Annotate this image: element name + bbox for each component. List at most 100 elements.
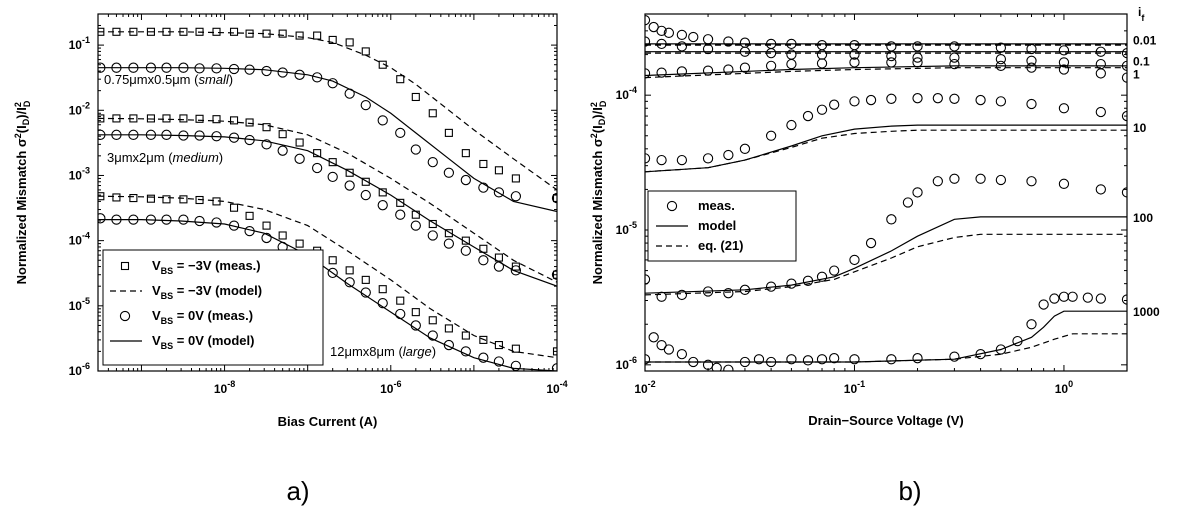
data-point-large-circle [493,356,505,367]
data-point-if-10-circle [912,93,923,104]
data-point-large-square [428,316,437,325]
data-point-if-1-circle [849,57,860,68]
data-point-large-square [511,344,520,353]
data-point-large-circle [261,232,272,244]
data-point-medium-circle [344,180,355,191]
data-point-if-1000-circle [1095,293,1106,304]
data-point-if-1-circle [739,62,751,73]
y-tick-label: 10-3 [69,165,90,182]
data-point-if-0.1-circle [949,52,960,63]
data-point-small-circle [460,174,471,186]
data-point-if-1000-circle [1121,294,1127,305]
data-point-if-10-circle [1121,110,1127,122]
data-point-if-0.1-circle [995,54,1007,65]
data-point-if-100-circle [1058,178,1070,189]
y-axis-label: Normalized Mismatch σ2(ID)/I2D [13,100,32,284]
data-point-medium-square [229,116,239,125]
data-point-small-circle [395,127,406,139]
data-point-medium-square [262,123,271,132]
data-point-if-1000-circle [849,354,860,365]
data-point-if-100-circle [995,174,1007,186]
data-point-if-100-circle [676,289,688,301]
series-group [98,27,557,371]
legend-label: VBS = 0V (meas.) [152,308,253,326]
y-tick-label: 10-4 [69,231,90,248]
data-point-if-1000-circle [786,354,797,365]
data-point-if-0.01-circle [656,25,667,36]
data-point-medium-square [552,270,557,279]
right-axis-label: 0.01 [1133,34,1157,48]
data-point-large-circle [443,339,455,351]
data-point-if-1000-circle [949,351,960,362]
data-point-if-10-circle [1058,103,1070,114]
series-line-small-solid [98,67,557,213]
data-point-if-0.01-circle [886,41,897,52]
data-point-if-0.01-circle [676,29,688,41]
data-point-if-10-circle [739,143,751,154]
data-point-if-0.1-circle [645,36,651,47]
data-point-small-square [313,31,322,40]
data-point-if-100-circle [932,176,943,187]
data-point-large-square [112,193,121,202]
data-point-large-circle [211,217,222,228]
legend-marker-circle [119,310,131,322]
data-point-if-1-circle [1121,72,1127,83]
legend-box [647,190,797,262]
y-axis-label: Normalized Mismatch σ2(ID)/I2D [589,100,608,284]
data-point-if-1000-circle [829,353,840,364]
data-point-medium-circle [478,255,489,266]
right-axis-title: if [1138,5,1145,23]
data-point-small-square [278,29,287,38]
data-point-medium-square [245,118,254,127]
data-point-medium-square [179,114,188,123]
data-point-large-circle [327,267,338,279]
chart-panel-a: 10-8 10-6 10-4 10-6 10-5 10-4 10-3 10-2 10-1 Bias… [13,13,568,506]
data-point-small-square [345,38,354,47]
data-point-if-1000-circle [663,344,675,355]
data-point-small-circle [311,72,323,83]
data-point-small-square [511,174,520,183]
data-point-medium-circle [261,139,272,150]
data-point-if-1000-circle [995,344,1007,355]
data-point-medium-square [396,198,405,207]
y-tick-label: 10-2 [69,100,90,117]
data-point-medium-circle [294,153,305,164]
data-point-if-100-circle [645,274,651,285]
data-point-if-100-circle [1026,176,1037,187]
data-point-if-10-circle [702,153,714,164]
data-point-if-0.01-circle [688,31,699,43]
data-point-if-1000-circle [1058,291,1070,302]
data-point-medium-square [162,114,171,123]
size-annotation: 3μmx2μm (medium) [107,150,223,165]
data-point-if-0.01-circle [1058,45,1070,56]
data-point-medium-square [146,114,155,123]
data-point-if-100-circle [912,187,923,198]
data-point-small-square [361,47,370,56]
data-point-if-1-circle [886,57,897,68]
data-point-if-1-circle [656,67,667,78]
data-point-small-square [461,149,470,158]
right-axis-label: 10 [1133,121,1147,135]
legend-marker-square [120,261,130,271]
series-group [645,15,1127,371]
data-point-large-square [494,341,503,350]
legend-label: VBS = 0V (model) [152,333,254,351]
data-point-small-square [229,27,239,36]
data-point-medium-circle [460,245,471,256]
data-point-if-0.01-circle [949,41,960,52]
data-point-if-1000-circle [816,354,828,365]
x-tick-label: 10-1 [844,379,865,396]
data-point-if-0.01-circle [912,41,923,52]
data-point-medium-circle [551,269,557,280]
data-point-small-square [212,27,221,36]
data-point-if-1-circle [1095,68,1106,79]
data-point-if-10-circle [849,96,860,107]
y-tick-label: 10-5 [616,220,637,237]
data-point-if-1000-circle [802,355,814,366]
data-point-if-0.01-circle [739,37,751,48]
panel-label: a) [286,476,309,506]
data-point-large-square [411,308,420,317]
data-point-small-circle [443,167,455,178]
y-tick-label: 10-6 [69,361,90,378]
